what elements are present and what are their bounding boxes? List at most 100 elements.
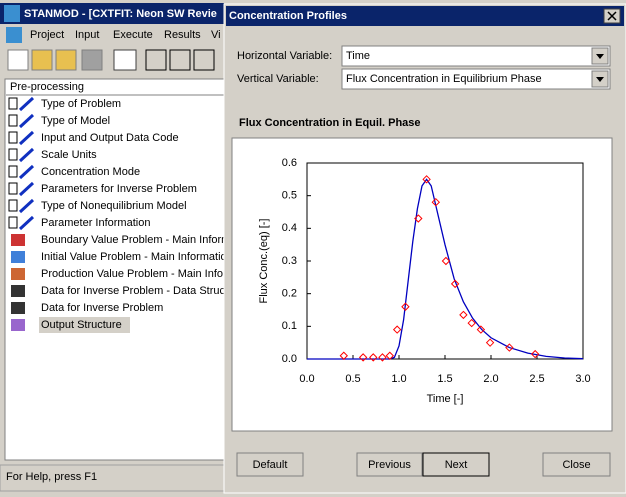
tool-chart[interactable] xyxy=(113,49,137,71)
tree-pencil xyxy=(18,113,35,129)
tree-item[interactable]: Scale Units xyxy=(41,149,97,161)
x-tick-label: 2.0 xyxy=(483,373,498,385)
tree-pencil xyxy=(18,96,35,112)
horizontal-label: Horizontal Variable: xyxy=(237,50,332,62)
y-tick-label: 0.6 xyxy=(282,157,297,169)
tool-tile-h[interactable] xyxy=(169,49,191,71)
tree-item[interactable]: Initial Value Problem - Main Informatio xyxy=(41,251,227,263)
tool-new[interactable] xyxy=(7,49,29,71)
tree-item[interactable]: Production Value Problem - Main Infor xyxy=(41,268,227,280)
tree-checkbox xyxy=(8,216,18,229)
status-bar xyxy=(0,464,225,492)
tree-item[interactable]: Parameters for Inverse Problem xyxy=(41,183,197,195)
data-point xyxy=(530,349,540,359)
tree-pencil xyxy=(18,215,35,231)
tree-item[interactable]: Type of Problem xyxy=(41,98,121,110)
button-label: Previous xyxy=(368,459,411,471)
dropdown-arrow xyxy=(596,54,604,59)
data-point xyxy=(358,353,368,362)
button xyxy=(356,452,423,477)
tool-open[interactable] xyxy=(31,49,53,71)
button[interactable] xyxy=(542,452,611,477)
menu-item[interactable]: Project xyxy=(30,29,64,41)
close-x-glyph xyxy=(607,11,617,21)
tool-save[interactable] xyxy=(81,49,103,71)
data-point xyxy=(431,197,441,207)
button-label: Close xyxy=(562,459,590,471)
menu-item[interactable]: Input xyxy=(75,29,99,41)
tree-icon xyxy=(11,285,25,297)
button[interactable] xyxy=(422,452,490,477)
button-label: Next xyxy=(445,459,468,471)
x-tick-label: 1.5 xyxy=(437,373,452,385)
x-tick-label: 1.0 xyxy=(391,373,406,385)
tree-icon xyxy=(11,302,25,314)
tree-pencil xyxy=(18,198,35,214)
tree-item[interactable]: Data for Inverse Problem - Data Struc xyxy=(41,285,226,297)
y-tick-label: 0.5 xyxy=(282,190,297,202)
y-tick-label: 0.1 xyxy=(282,320,297,332)
data-point xyxy=(505,343,514,352)
tree-selection xyxy=(39,317,130,333)
data-point xyxy=(467,318,476,328)
vertical-label: Vertical Variable: xyxy=(237,73,319,85)
x-tick-label: 2.5 xyxy=(529,373,544,385)
tree-item[interactable]: Data for Inverse Problem xyxy=(41,302,163,314)
data-point xyxy=(476,325,486,334)
tree-item[interactable]: Output Structure xyxy=(41,319,122,331)
tool-cascade[interactable] xyxy=(145,49,167,71)
tree-icon xyxy=(11,234,25,246)
data-point xyxy=(392,325,402,334)
tree-checkbox xyxy=(8,199,18,212)
y-tick-label: 0.4 xyxy=(282,222,297,234)
horizontal-value: Time xyxy=(346,50,370,62)
data-point xyxy=(414,214,423,223)
data-point xyxy=(385,351,395,360)
tool-tile-v[interactable] xyxy=(193,49,215,71)
chart-title: Flux Concentration in Equil. Phase xyxy=(239,117,421,129)
button-row: Default Previous Next Close xyxy=(236,452,611,477)
menu-bar: Project Input Execute Results Vi xyxy=(30,29,221,41)
tree-item[interactable]: Input and Output Data Code xyxy=(41,132,179,144)
tree-checkbox xyxy=(8,165,18,178)
tree-pencil xyxy=(18,164,35,180)
data-point xyxy=(369,353,378,362)
horizontal-combo[interactable] xyxy=(341,45,611,67)
data-point xyxy=(378,353,387,362)
tree-item[interactable]: Parameter Information xyxy=(41,217,150,229)
doc-icon xyxy=(6,27,22,43)
tree: Type of Problem Type of Model Input and Ou… xyxy=(8,96,230,333)
tree-item[interactable]: Boundary Value Problem - Main Inform xyxy=(41,234,230,246)
tool-folder[interactable] xyxy=(55,49,77,71)
tree-checkbox xyxy=(8,182,18,195)
main-title: STANMOD - [CXTFIT: Neon SW Revie xyxy=(24,8,217,20)
data-point xyxy=(422,175,431,184)
dialog-title-bar xyxy=(226,6,624,26)
x-tick-label: 0.5 xyxy=(345,373,360,385)
menu-item[interactable]: Results xyxy=(164,29,201,41)
vertical-combo[interactable] xyxy=(341,68,611,90)
button[interactable] xyxy=(236,452,304,477)
tree-panel xyxy=(4,78,225,461)
y-tick-label: 0.3 xyxy=(282,255,297,267)
tree-header: Pre-processing xyxy=(10,81,84,93)
button-label: Default xyxy=(253,459,288,471)
data-point xyxy=(485,338,495,347)
data-point xyxy=(459,310,468,320)
toolbar xyxy=(7,49,215,71)
y-tick-label: 0.0 xyxy=(282,353,297,365)
x-tick-label: 3.0 xyxy=(575,373,590,385)
tree-item[interactable]: Type of Model xyxy=(41,115,110,127)
tree-item[interactable]: Type of Nonequilibrium Model xyxy=(41,200,187,212)
tree-checkbox xyxy=(8,131,18,144)
main-title-bar xyxy=(0,3,224,24)
tree-checkbox xyxy=(8,114,18,127)
menu-item[interactable]: Execute xyxy=(113,29,153,41)
tree-item[interactable]: Concentration Mode xyxy=(41,166,140,178)
data-point xyxy=(339,351,349,360)
y-tick-label: 0.2 xyxy=(282,288,297,300)
menu-item[interactable]: Vi xyxy=(211,29,221,41)
y-axis-label: Flux Conc.(eq) [-] xyxy=(258,219,270,304)
dialog-title: Concentration Profiles xyxy=(229,10,347,22)
